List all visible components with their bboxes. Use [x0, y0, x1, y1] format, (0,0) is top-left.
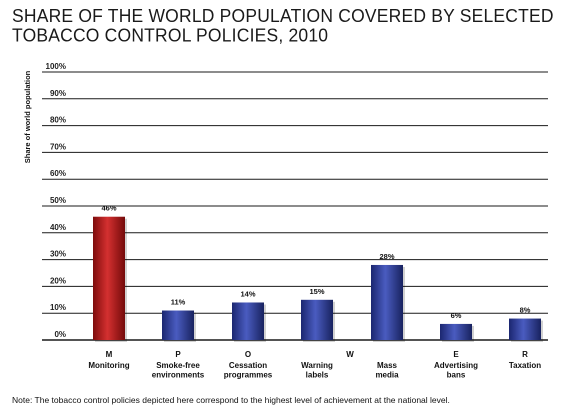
bar-6 — [509, 318, 541, 340]
footnote: Note: The tobacco control policies depic… — [12, 395, 450, 405]
bar-1 — [162, 310, 194, 340]
category-label-4-1: media — [375, 371, 399, 380]
category-label-6-0: Taxation — [509, 361, 541, 370]
y-tick-label-6: 60% — [50, 169, 66, 178]
data-label-5: 6% — [451, 311, 462, 320]
grid-lines — [42, 71, 548, 341]
category-letter-5: E — [453, 350, 459, 359]
category-label-4-0: Mass — [377, 361, 398, 370]
bars — [93, 216, 543, 342]
y-tick-label-0: 0% — [54, 330, 66, 339]
y-tick-label-10: 100% — [46, 62, 66, 71]
y-tick-label-2: 20% — [50, 276, 66, 285]
bar-2 — [232, 302, 264, 340]
y-axis-label: Share of world population — [23, 70, 32, 163]
category-letter-2: O — [245, 350, 251, 359]
category-letter-1: P — [175, 350, 181, 359]
bar-4 — [371, 264, 403, 340]
chart-title: SHARE OF THE WORLD POPULATION COVERED BY… — [12, 4, 554, 46]
data-label-3: 15% — [309, 287, 324, 296]
category-label-1-0: Smoke-free — [156, 361, 200, 370]
chart-title-line-1: SHARE OF THE WORLD POPULATION COVERED BY… — [12, 4, 554, 26]
y-tick-label-7: 70% — [50, 142, 66, 151]
category-label-5-1: bans — [447, 371, 466, 380]
data-label-1: 11% — [171, 298, 186, 307]
category-label-5-0: Advertising — [434, 361, 478, 370]
bar-0 — [93, 216, 125, 340]
data-label-0: 46% — [101, 204, 116, 213]
category-letter-w: W — [346, 350, 354, 359]
category-label-2-0: Cessation — [229, 361, 267, 370]
data-label-2: 14% — [240, 289, 255, 298]
category-label-3-0: Warning — [301, 361, 333, 370]
y-tick-labels: 0% 10% 20% 30% 40% 50% 60% 70% 80% 90% 100% — [46, 62, 66, 339]
category-label-3-1: labels — [306, 371, 329, 380]
y-tick-label-3: 30% — [50, 250, 66, 259]
category-label-2-1: programmes — [224, 371, 273, 380]
bar-3 — [301, 299, 333, 340]
category-label-1-1: environments — [152, 371, 205, 380]
y-tick-label-8: 80% — [50, 116, 66, 125]
y-tick-label-9: 90% — [50, 89, 66, 98]
chart-title-line-2: TOBACCO CONTROL POLICIES, 2010 — [12, 24, 329, 46]
y-tick-label-5: 50% — [50, 196, 66, 205]
category-label-0-0: Monitoring — [88, 361, 129, 370]
data-label-4: 28% — [379, 252, 394, 261]
bar-5 — [440, 323, 472, 340]
category-letter-6: R — [522, 350, 528, 359]
data-label-6: 8% — [520, 306, 531, 315]
y-tick-label-1: 10% — [50, 303, 66, 312]
data-labels: 46% 11% 14% 15% 28% 6% 8% — [101, 204, 530, 320]
y-tick-label-4: 40% — [50, 223, 66, 232]
category-letter-0: M — [106, 350, 113, 359]
